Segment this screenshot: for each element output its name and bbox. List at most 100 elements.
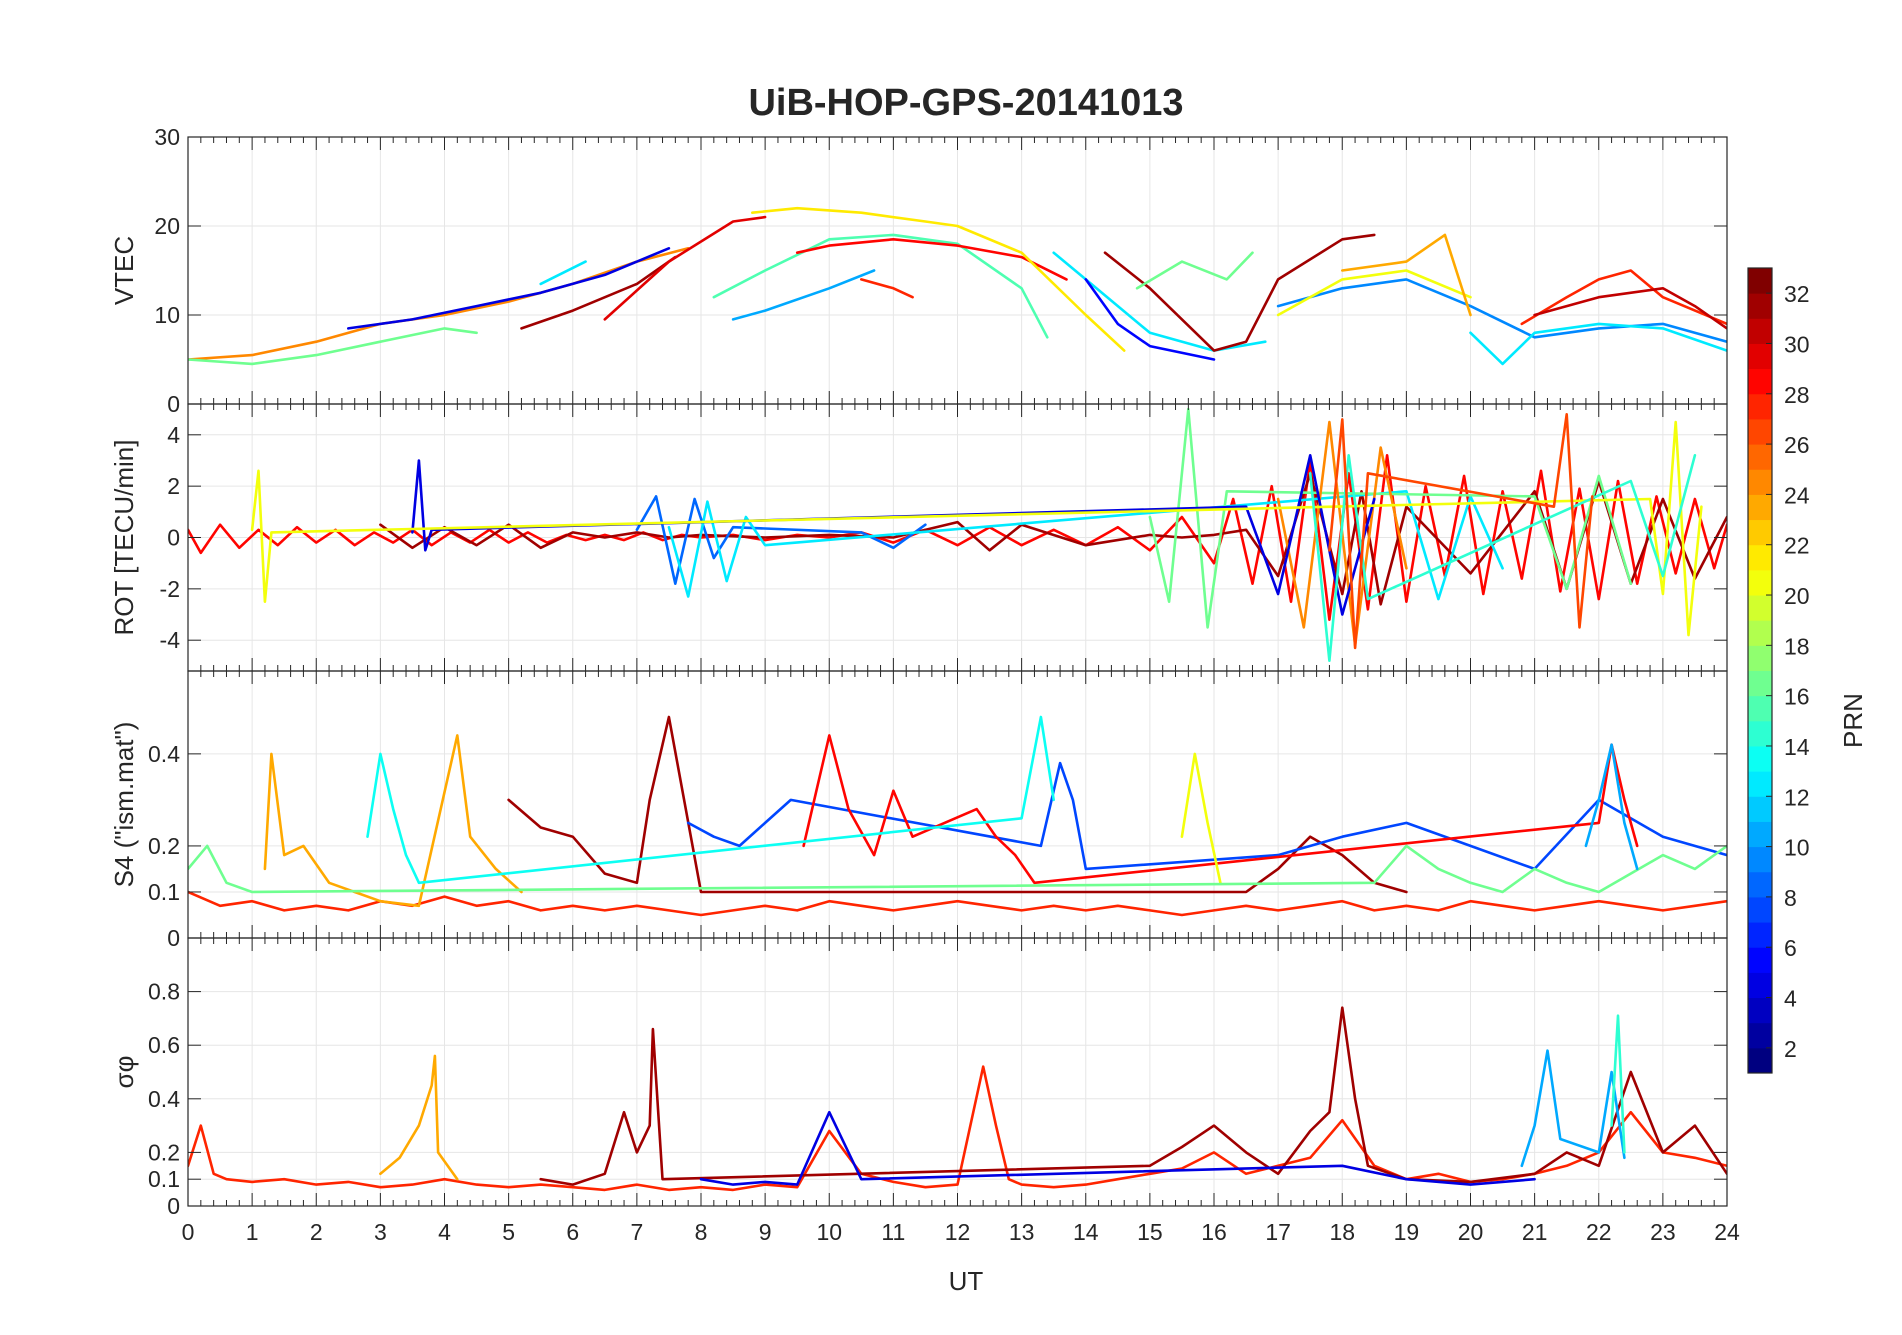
colorbar-segment (1748, 368, 1772, 395)
trace-prn (1341, 233, 1472, 317)
colorbar-tick-label: 32 (1784, 281, 1810, 307)
trace-prn (520, 255, 677, 330)
x-tick-label: 1 (246, 1219, 259, 1245)
colorbar-segment (1748, 1022, 1772, 1049)
trace-prn (1148, 407, 1633, 629)
colorbar-tick-label: 24 (1784, 482, 1810, 508)
x-tick-label: 19 (1394, 1219, 1420, 1245)
x-tick-label: 5 (502, 1219, 515, 1245)
trace-prn (1328, 413, 1594, 650)
trace-prn (411, 454, 1376, 616)
x-tick-label: 20 (1458, 1219, 1484, 1245)
y-tick-label: 0 (167, 1193, 180, 1219)
colorbar-segment (1748, 1047, 1772, 1074)
trace-prn (188, 327, 478, 366)
colorbar-segment (1748, 293, 1772, 319)
colorbar-tick-label: 18 (1784, 633, 1810, 659)
trace-prn (263, 734, 523, 908)
x-tick-label: 3 (374, 1219, 387, 1245)
panel-s4-traces (188, 715, 1727, 917)
trace-prn (379, 472, 1727, 606)
trace-prn (1520, 269, 1727, 326)
colorbar-tick-label: 10 (1784, 835, 1810, 861)
trace-prn (347, 247, 671, 330)
trace-prn (603, 215, 767, 321)
panel-sigma_phi-ylabel: σφ (109, 1056, 139, 1089)
x-tick-label: 18 (1329, 1219, 1355, 1245)
colorbar-segment (1748, 268, 1772, 294)
colorbar-segment (1748, 670, 1772, 697)
panel-rot-traces (188, 407, 1727, 662)
y-tick-label: 0.6 (148, 1032, 180, 1058)
x-tick-label: 9 (759, 1219, 772, 1245)
x-tick-label: 8 (695, 1219, 708, 1245)
colorbar-segment (1748, 896, 1772, 923)
trace-prn (188, 844, 1727, 894)
trace-prn (667, 490, 1504, 601)
colorbar-segment (1748, 544, 1772, 571)
trace-prn (1135, 251, 1254, 290)
y-tick-label: 4 (167, 422, 180, 448)
x-tick-label: 24 (1714, 1219, 1740, 1245)
y-tick-label: 0.4 (148, 1086, 180, 1112)
colorbar-tick-label: 6 (1784, 935, 1797, 961)
x-tick-label: 22 (1586, 1219, 1612, 1245)
colorbar-tick-label: 12 (1784, 784, 1810, 810)
x-tick-label: 7 (630, 1219, 643, 1245)
colorbar-tick-label: 2 (1784, 1036, 1797, 1062)
colorbar-segment (1748, 745, 1772, 772)
y-tick-label: 0.2 (148, 833, 180, 859)
colorbar-segment (1748, 871, 1772, 898)
colorbar-segment (1748, 947, 1772, 973)
trace-prn (1276, 278, 1727, 343)
trace-prn (250, 420, 1703, 637)
tick-marks (187, 136, 1728, 1207)
x-axis-label: UT (949, 1266, 984, 1296)
colorbar-tick-label: 16 (1784, 684, 1810, 710)
x-tick-label: 21 (1522, 1219, 1548, 1245)
x-tick-label: 23 (1650, 1219, 1676, 1245)
y-tick-label: 20 (154, 213, 180, 239)
trace-prn (751, 206, 1126, 352)
trace-prn (635, 495, 927, 585)
colorbar-segment (1748, 796, 1772, 822)
y-tick-label: 0.2 (148, 1139, 180, 1165)
y-tick-label: 0.8 (148, 979, 180, 1005)
x-tick-label: 15 (1137, 1219, 1163, 1245)
trace-prn (795, 238, 1068, 281)
trace-prn (1610, 1014, 1626, 1154)
y-tick-label: -2 (160, 576, 180, 602)
colorbar-segment (1748, 418, 1772, 445)
colorbar-segment (1748, 972, 1772, 999)
panel-sigma_phi-traces (188, 1006, 1727, 1192)
x-tick-label: 6 (566, 1219, 579, 1245)
colorbar-segment (1748, 519, 1772, 546)
trace-prn (1103, 233, 1376, 352)
panel-s4-ylabel: S4 ("ism.mat") (109, 722, 139, 888)
trace-prn (1052, 251, 1267, 352)
colorbar-tick-label: 14 (1784, 734, 1810, 760)
colorbar-segment (1748, 569, 1772, 596)
colorbar-frame (1747, 267, 1773, 1074)
colorbar-segment (1748, 695, 1772, 722)
colorbar-segment (1748, 444, 1772, 470)
colorbar-segment (1748, 821, 1772, 848)
x-tick-label: 2 (310, 1219, 323, 1245)
trace-prn (712, 233, 1049, 339)
colorbar-tick-label: 4 (1784, 986, 1797, 1012)
colorbar-segment (1748, 771, 1772, 797)
colorbar-segment (1748, 393, 1772, 420)
trace-prn (539, 1006, 1727, 1186)
trace-prn (539, 260, 587, 286)
x-tick-label: 16 (1201, 1219, 1227, 1245)
trace-prn (1584, 743, 1639, 871)
trace-prn (699, 1110, 1536, 1186)
trace-prn (860, 278, 914, 299)
trace-prn (507, 715, 1408, 894)
trace-prn (188, 890, 1727, 917)
panel-vtec-traces (188, 206, 1727, 366)
trace-prn (188, 454, 1727, 621)
colorbar-tick-label: 22 (1784, 533, 1810, 559)
